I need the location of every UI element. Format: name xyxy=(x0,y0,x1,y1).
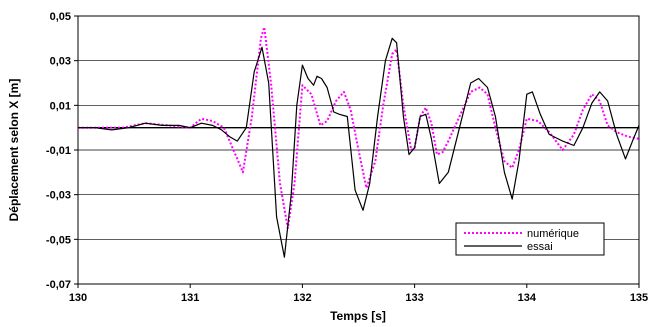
y-tick-label: -0,07 xyxy=(46,279,71,291)
x-tick-label: 132 xyxy=(293,292,311,304)
x-axis-ticks: 130 131 132 133 134 135 xyxy=(69,284,648,304)
legend-box xyxy=(455,222,605,256)
y-tick-label: 0,03 xyxy=(50,56,71,68)
x-axis-title: Temps [s] xyxy=(330,309,386,323)
series-line-essai xyxy=(78,37,640,258)
x-tick-label: 134 xyxy=(518,292,537,304)
y-tick-label: -0,01 xyxy=(46,145,71,157)
x-tick-label: 135 xyxy=(630,292,648,304)
legend-label-essai: essai xyxy=(527,241,553,253)
y-tick-label: 0,01 xyxy=(50,100,71,112)
x-tick-label: 130 xyxy=(69,292,87,304)
x-tick-label: 131 xyxy=(181,292,199,304)
y-tick-label: -0,03 xyxy=(46,190,71,202)
y-axis-ticks: 0,05 0,03 0,01 -0,01 -0,03 -0,05 -0,07 xyxy=(46,11,78,291)
y-axis-title: Déplacement selon X [m] xyxy=(7,79,21,222)
y-tick-label: -0,05 xyxy=(46,234,71,246)
y-tick-label: 0,05 xyxy=(50,11,71,23)
series-layer xyxy=(78,26,640,258)
legend: numérique essai xyxy=(455,222,605,256)
legend-label-numerique: numérique xyxy=(527,228,579,240)
x-tick-label: 133 xyxy=(405,292,423,304)
series-line-numerique xyxy=(78,26,640,230)
